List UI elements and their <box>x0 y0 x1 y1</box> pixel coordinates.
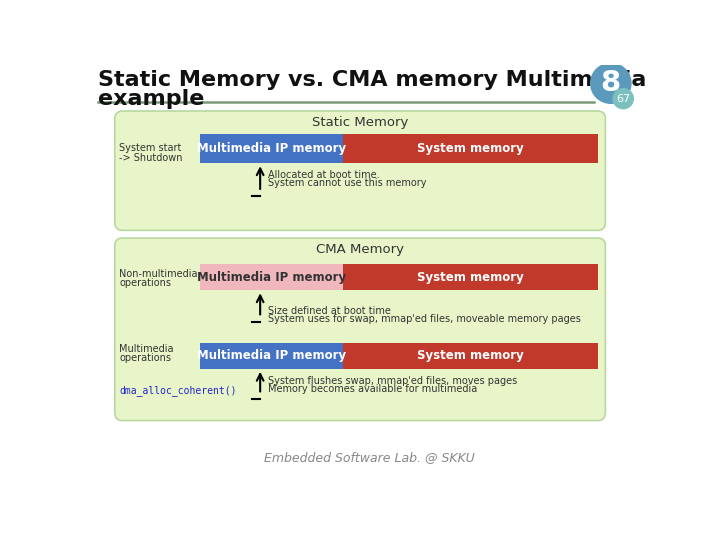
Text: example: example <box>98 89 204 109</box>
Bar <box>200 343 343 369</box>
Text: Embedded Software Lab. @ SKKU: Embedded Software Lab. @ SKKU <box>264 451 474 464</box>
Bar <box>343 264 598 291</box>
Text: Multimedia IP memory: Multimedia IP memory <box>197 142 346 155</box>
Text: operations: operations <box>120 353 171 363</box>
Text: 8: 8 <box>600 69 621 97</box>
Text: Non-multimedia: Non-multimedia <box>120 269 198 279</box>
Text: operations: operations <box>120 278 171 288</box>
Bar <box>200 134 343 164</box>
Text: Multimedia IP memory: Multimedia IP memory <box>197 271 346 284</box>
Text: System start: System start <box>120 143 182 153</box>
Text: Size defined at boot time: Size defined at boot time <box>268 306 391 316</box>
Text: Memory becomes available for multimedia: Memory becomes available for multimedia <box>268 384 477 394</box>
FancyBboxPatch shape <box>114 238 606 421</box>
Bar <box>343 134 598 164</box>
Text: CMA Memory: CMA Memory <box>316 242 404 255</box>
Bar <box>200 264 343 291</box>
Text: Multimedia: Multimedia <box>120 343 174 354</box>
Bar <box>343 343 598 369</box>
Text: dma_alloc_coherent(): dma_alloc_coherent() <box>120 385 237 396</box>
Text: Static Memory: Static Memory <box>312 116 408 129</box>
Text: System memory: System memory <box>417 349 523 362</box>
Text: Multimedia IP memory: Multimedia IP memory <box>197 349 346 362</box>
Text: System memory: System memory <box>417 142 523 155</box>
Text: Static Memory vs. CMA memory Multimedia: Static Memory vs. CMA memory Multimedia <box>98 70 646 90</box>
Circle shape <box>590 63 631 103</box>
Text: Allocated at boot time.: Allocated at boot time. <box>268 170 379 179</box>
FancyBboxPatch shape <box>114 111 606 231</box>
Text: 67: 67 <box>616 93 630 104</box>
Text: System memory: System memory <box>417 271 523 284</box>
Circle shape <box>613 89 634 109</box>
Text: System uses for swap, mmap'ed files, moveable memory pages: System uses for swap, mmap'ed files, mov… <box>268 314 581 325</box>
Text: -> Shutdown: -> Shutdown <box>120 153 183 163</box>
Text: System flushes swap, mmap'ed files, moves pages: System flushes swap, mmap'ed files, move… <box>268 376 517 386</box>
Text: System cannot use this memory: System cannot use this memory <box>268 178 426 188</box>
